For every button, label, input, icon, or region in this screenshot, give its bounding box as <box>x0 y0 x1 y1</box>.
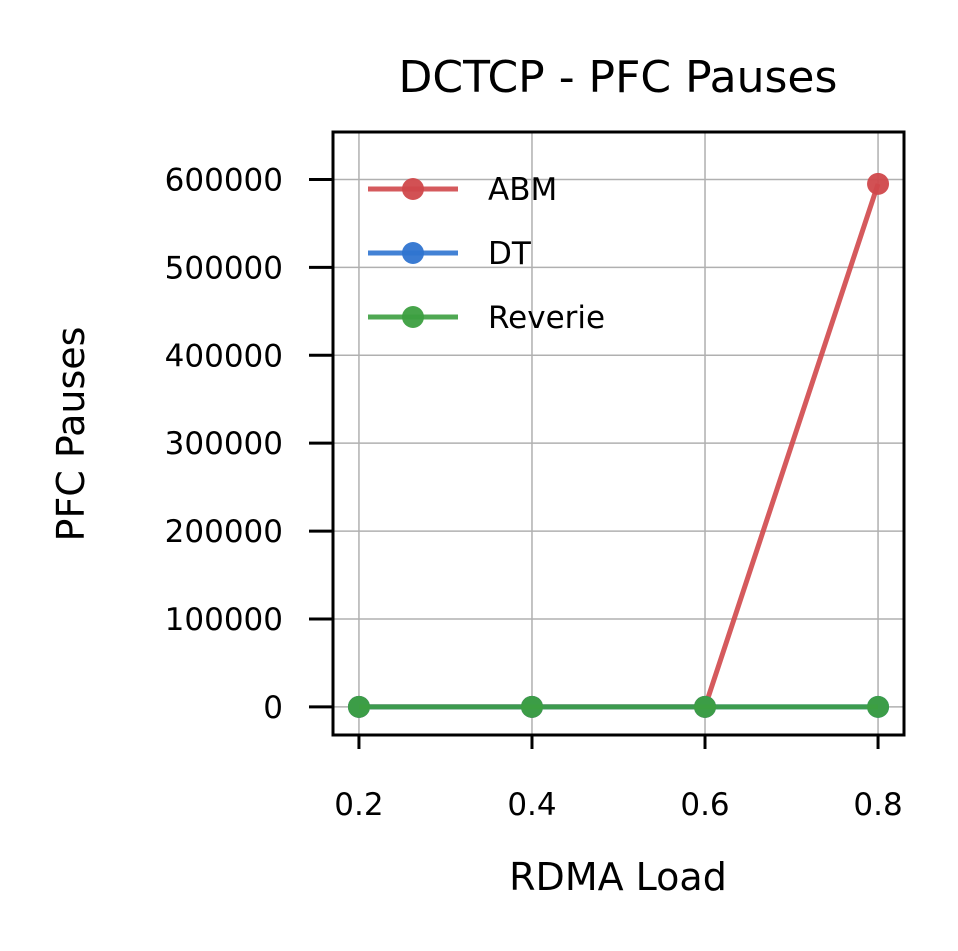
legend-label-abm: ABM <box>488 172 557 208</box>
y-tick-label: 0 <box>263 690 283 726</box>
grid <box>333 132 904 735</box>
data-point-reverie <box>520 695 543 718</box>
x-tick-label: 0.8 <box>853 787 902 823</box>
legend: ABM DT Reverie <box>368 172 605 336</box>
data-point-abm <box>867 172 890 195</box>
legend-label-reverie: Reverie <box>488 300 605 336</box>
data-point-reverie <box>347 695 370 718</box>
y-tick-label: 100000 <box>165 602 283 638</box>
x-tick-label: 0.2 <box>334 787 383 823</box>
plot-frame <box>331 130 906 737</box>
y-axis-ticks: 0 100000 200000 300000 400000 500000 600000 <box>165 162 333 726</box>
x-axis-ticks: 0.2 0.4 0.6 0.8 <box>334 735 903 823</box>
y-tick-label: 300000 <box>165 426 283 462</box>
data-point-reverie <box>694 695 717 718</box>
y-axis-label: PFC Pauses <box>49 327 93 542</box>
y-tick-label: 400000 <box>165 338 283 374</box>
legend-marker-dt <box>402 242 424 264</box>
legend-label-dt: DT <box>488 236 532 272</box>
legend-marker-reverie <box>402 306 424 328</box>
x-tick-label: 0.4 <box>507 787 556 823</box>
y-tick-label: 200000 <box>165 514 283 550</box>
data-point-reverie <box>867 695 890 718</box>
y-tick-label: 500000 <box>165 250 283 286</box>
y-tick-label: 600000 <box>165 162 283 198</box>
x-tick-label: 0.6 <box>680 787 729 823</box>
x-axis-label: RDMA Load <box>509 855 727 899</box>
chart-title: DCTCP - PFC Pauses <box>399 52 838 103</box>
series-line-abm <box>358 183 881 710</box>
series-layer <box>347 172 890 718</box>
legend-marker-abm <box>402 178 424 200</box>
